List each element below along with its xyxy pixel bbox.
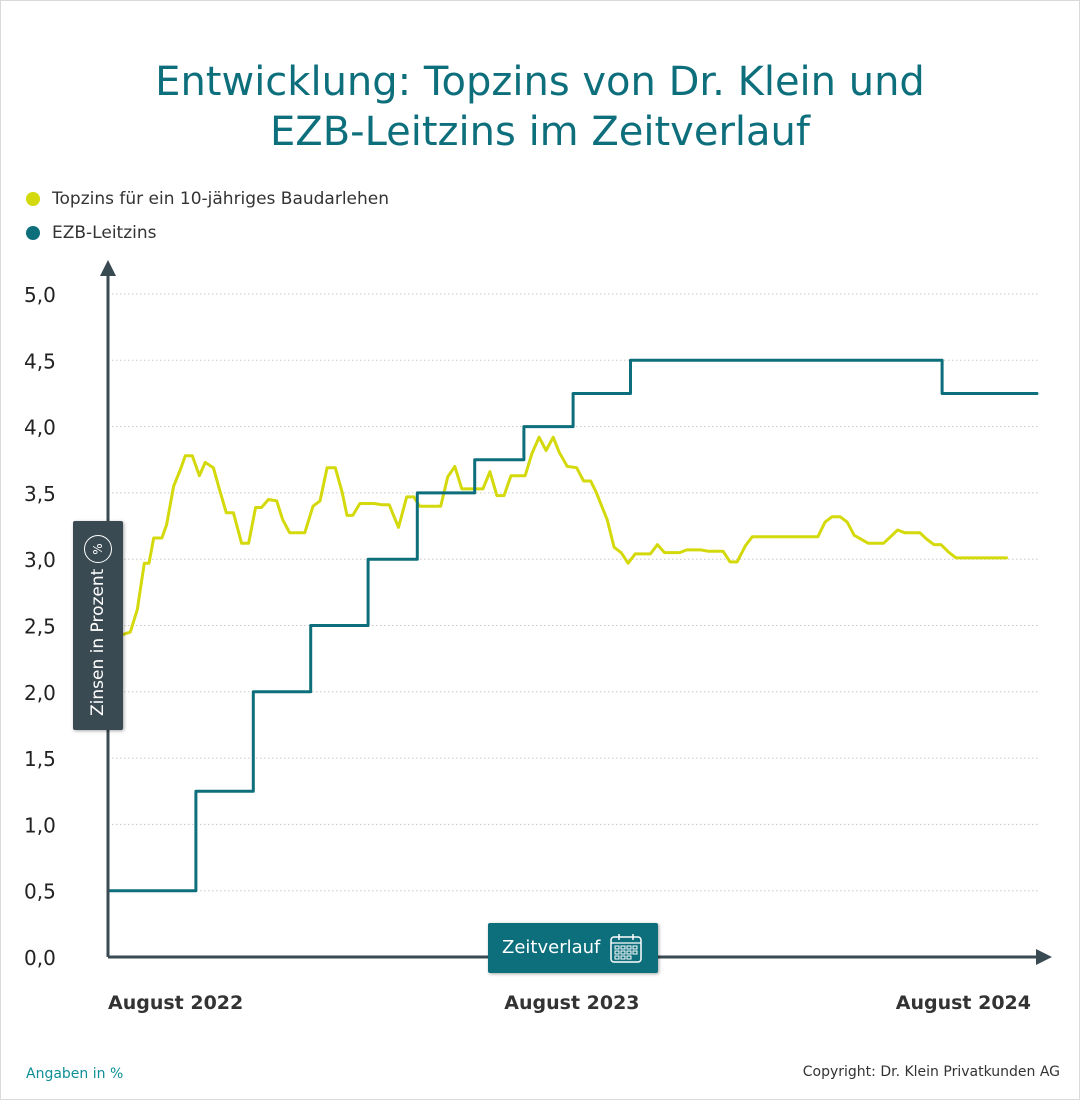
y-tick-label: 5,0 [24, 283, 56, 307]
legend-item-topzins: Topzins für ein 10-jähriges Baudarlehen [26, 182, 389, 216]
y-tick-label: 3,0 [24, 548, 56, 572]
y-tick-label: 2,0 [24, 681, 56, 705]
series-lines [106, 358, 1039, 893]
y-tick-label: 3,5 [24, 482, 56, 506]
y-tick-label: 0,0 [24, 946, 56, 970]
x-axis-label-box: Zeitverlauf [488, 923, 658, 973]
y-tick-label: 1,5 [24, 747, 56, 771]
chart-title-line1: Entwicklung: Topzins von Dr. Klein und [155, 58, 925, 105]
chart-title-line2: EZB-Leitzins im Zeitverlauf [270, 108, 810, 155]
x-tick-label: August 2023 [504, 992, 639, 1014]
series-line-topzins [120, 435, 1008, 637]
series-line-ezb [106, 358, 1039, 893]
y-tick-label: 4,0 [24, 416, 56, 440]
grid-lines [108, 293, 1040, 892]
y-tick-label: 0,5 [24, 880, 56, 904]
percent-icon: % [84, 535, 112, 563]
y-tick-label: 4,5 [24, 349, 56, 373]
y-axis-label-box: Zinsen in Prozent % [73, 521, 123, 730]
legend-label-ezb: EZB-Leitzins [52, 223, 157, 243]
x-tick-labels: August 2022 August 2023 August 2024 [108, 992, 1031, 1014]
footer-note: Angaben in % [26, 1066, 124, 1082]
legend-label-topzins: Topzins für ein 10-jähriges Baudarlehen [52, 189, 390, 209]
legend-dot-ezb [26, 226, 40, 240]
y-tick-label: 1,0 [24, 813, 56, 837]
legend-dot-topzins [26, 192, 40, 206]
legend: Topzins für ein 10-jähriges Baudarlehen … [26, 182, 389, 250]
calendar-icon [610, 934, 642, 963]
x-axis-label: Zeitverlauf [502, 937, 601, 958]
chart-title: Entwicklung: Topzins von Dr. Klein und E… [0, 57, 1080, 157]
x-axis-arrow [1036, 949, 1052, 965]
x-tick-label: August 2024 [896, 992, 1031, 1014]
y-axis-arrow [100, 260, 116, 276]
y-tick-label: 2,5 [24, 615, 56, 639]
axes [100, 260, 1052, 965]
x-tick-label: August 2022 [108, 992, 243, 1014]
footer-copyright: Copyright: Dr. Klein Privatkunden AG [802, 1064, 1060, 1080]
y-tick-labels: 0,0 0,5 1,0 1,5 2,0 2,5 3,0 3,5 4,0 4,5 5,0 [24, 283, 56, 970]
legend-item-ezb: EZB-Leitzins [26, 216, 389, 250]
